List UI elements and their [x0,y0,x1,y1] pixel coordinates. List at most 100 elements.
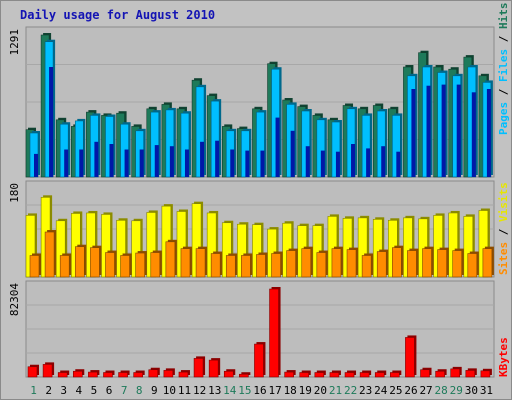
bottom-bar-kbytes-face [193,358,204,378]
bottom-bar-kbytes [269,287,281,378]
top-bar-pages-face [290,130,295,177]
top-bar-pages-face [471,92,476,177]
top-bar-pages-face [381,146,386,177]
x-tick-label: 8 [136,384,143,397]
bottom-bar-kbytes [359,370,372,378]
mid-bar-sites [44,230,57,278]
top-bar-pages-face [109,144,114,177]
x-tick-label: 13 [208,384,221,397]
top-bar-pages-face [64,149,69,177]
top-bar-pages-face [305,146,310,177]
mid-bar-sites [271,251,283,278]
bottom-bar-kbytes [239,372,251,378]
bottom-bar-kbytes [148,367,160,378]
bottom-bar-kbytes [208,358,221,378]
mid-bar-sites-face [135,252,145,278]
mid-bar-sites-face [376,251,387,278]
top-bar-pages [366,148,371,177]
x-tick-label: 19 [299,384,312,397]
bottom-bar-kbytes [118,370,130,378]
x-tick-label: 4 [76,384,83,397]
mid-bar-sites-face [452,250,463,278]
bottom-bar-kbytes [435,369,447,378]
bottom-bar-kbytes-face [329,372,340,378]
chart-title: Daily usage for August 2010 [20,8,216,22]
mid-bar-sites-face [210,253,221,278]
mid-bar-sites [482,246,494,278]
top-bar-pages-face [411,89,416,177]
mid-bar-sites [241,253,253,278]
bottom-bar-kbytes-face [148,369,159,378]
legend-sep: / [497,29,510,49]
mid-bar-sites [165,239,177,278]
top-bar-pages-face [169,146,174,177]
bottom-bar-kbytes [390,370,402,378]
x-tick-label: 18 [284,384,297,397]
bottom-bar-kbytes [178,370,190,378]
legend-hits: Hits [497,3,510,30]
x-tick-label: 3 [60,384,67,397]
bottom-bar-kbytes [465,368,477,378]
legend-sites: Sites [497,242,510,275]
top-bar-pages [486,89,491,177]
x-tick-label: 1 [30,384,37,397]
top-bar-pages-face [200,141,205,177]
bottom-bar-kbytes [314,370,326,378]
x-tick-label: 29 [450,384,463,397]
mid-bar-sites [180,246,192,278]
mid-bar-sites-face [195,248,206,278]
legend-sep: / [497,82,510,102]
top-bar-pages-face [260,150,265,177]
bottom-bar-kbytes [193,356,206,378]
mid-bar-sites [135,251,147,278]
bottom-bar-kbytes-face [72,370,83,378]
mid-bar-sites-face [180,248,191,278]
top-bar-pages [396,151,401,177]
legend-files: Files [497,49,510,82]
mid-bar-sites-face [331,248,342,278]
bottom-bar-kbytes-face [299,372,310,378]
bottom-bar-kbytes-face [465,370,476,378]
bottom-bar-kbytes-face [269,288,279,378]
mid-bar-sites-face [90,247,100,278]
mid-bar-sites [210,251,223,278]
top-max-label: 1291 [8,29,21,56]
mid-bar-sites [195,246,208,278]
top-bar-pages-face [154,145,159,177]
x-tick-label: 30 [465,384,478,397]
bottom-bar-kbytes-face [450,368,461,378]
bottom-bar-kbytes-face [118,372,128,378]
top-bar-pages [456,84,461,177]
bottom-bar-kbytes [103,370,115,378]
top-bar-pages-face [79,149,84,177]
top-bar-pages [441,84,446,177]
x-tick-label: 22 [344,384,357,397]
top-bar-pages [109,144,114,177]
bottom-bar-kbytes-face [88,371,98,378]
legend-sep: / [497,222,510,242]
top-bar-pages [411,89,416,177]
mid-bar-sites [105,250,117,278]
top-bar-pages [260,150,265,177]
x-tick-label: 31 [480,384,493,397]
legend-kbytes: KBytes [497,337,510,377]
top-bar-pages [215,140,220,177]
mid-bar-sites-face [422,248,432,278]
bottom-bar-kbytes-face [405,337,415,378]
bottom-bar-kbytes-face [374,372,385,378]
top-bar-pages-face [320,150,325,177]
mid-bar-sites-face [286,250,296,278]
top-bar-pages [335,151,340,177]
mid-bar-sites [361,253,374,278]
bottom-bar-kbytes-face [42,364,53,378]
top-bar-pages-face [426,85,431,177]
top-bar-pages [200,141,205,177]
x-tick-label: 23 [359,384,372,397]
x-tick-label: 10 [163,384,176,397]
bottom-bar-kbytes-face [57,372,68,378]
mid-bar-sites [150,250,162,278]
top-bar-pages [471,92,476,177]
mid-bar-sites [286,248,298,278]
top-bar-pages [139,149,144,177]
